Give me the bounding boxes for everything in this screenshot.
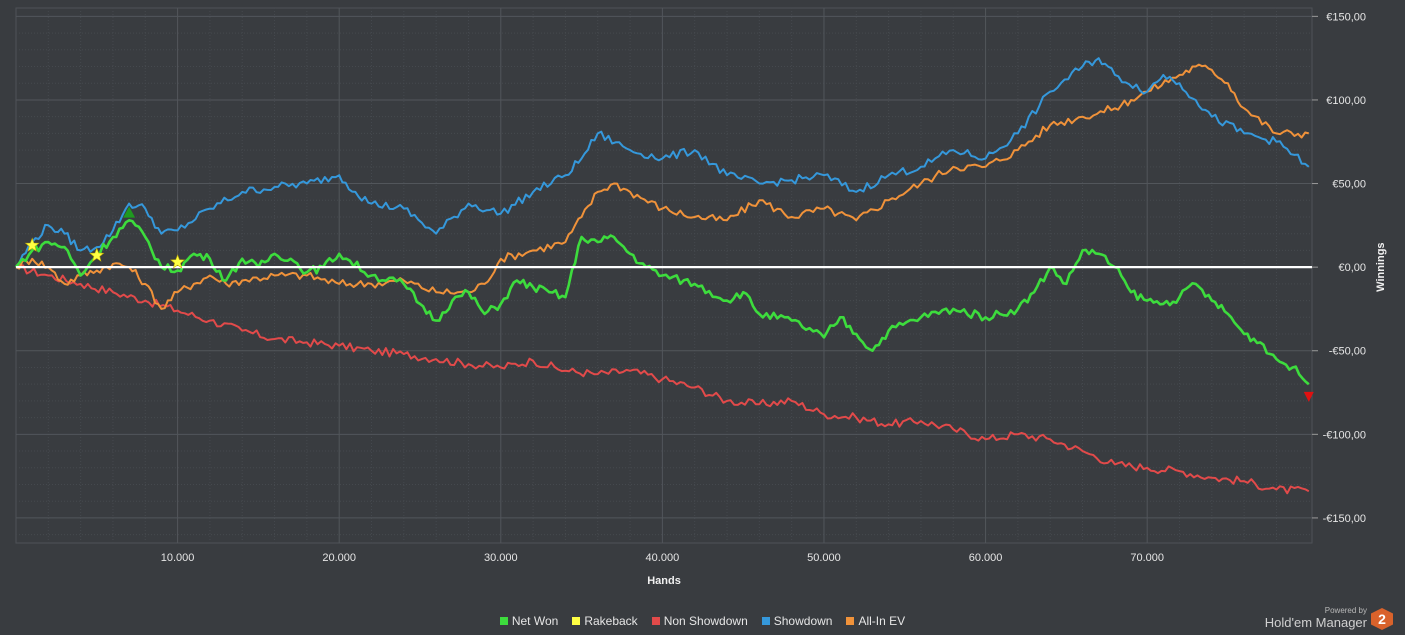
series-line-non-showdown <box>15 263 1310 495</box>
series-line-net-won <box>14 219 1310 386</box>
plot-frame <box>15 7 1313 544</box>
x-tick-label: 70.000 <box>1130 552 1164 564</box>
star-marker <box>89 247 105 262</box>
legend-label-all-in-ev: All-In EV <box>858 614 906 628</box>
triangle-down-marker <box>1303 391 1314 402</box>
legend-swatch-rakeback <box>572 617 581 625</box>
legend-item-all-in-ev[interactable]: All-In EV <box>846 614 905 628</box>
branding: Powered by Hold'em Manager 2 <box>1264 605 1393 630</box>
y-tick-label: -€50,00 <box>1329 346 1366 358</box>
legend-item-net-won[interactable]: Net Won <box>499 614 559 628</box>
x-tick-label: 40.000 <box>646 552 680 564</box>
branding-text: Powered by Hold'em Manager <box>1264 605 1367 630</box>
x-axis-title: Hands <box>647 575 681 587</box>
powered-by-label: Powered by <box>1324 605 1367 615</box>
y-tick-label: €150,00 <box>1326 11 1366 23</box>
series-line-all-in-ev <box>15 63 1310 310</box>
marker-layer <box>24 206 1314 402</box>
star-marker <box>170 254 186 269</box>
product-name: Hold'em Manager <box>1264 614 1367 630</box>
y-tick-label: -€150,00 <box>1323 513 1366 525</box>
series-line-showdown <box>15 57 1310 268</box>
y-tick-label: €50,00 <box>1332 179 1366 191</box>
tick-labels: 10.000 20.000 30.000 40.000 50.000 60.000 70.0… <box>161 11 1366 564</box>
hem2-logo-icon: 2 <box>1371 608 1393 630</box>
x-tick-label: 30.000 <box>484 552 518 564</box>
legend-label-showdown: Showdown <box>773 614 833 628</box>
y-tick-label: €0,00 <box>1338 262 1366 274</box>
legend: Net Won Rakeback Non Showdown Showdown A… <box>0 614 1405 628</box>
legend-item-rakeback[interactable]: Rakeback <box>572 614 638 628</box>
star-marker <box>24 237 40 252</box>
legend-label-non-showdown: Non Showdown <box>663 614 748 628</box>
x-tick-label: 20.000 <box>322 552 356 564</box>
series-layer <box>14 57 1312 495</box>
y-tick-label: -€100,00 <box>1323 429 1366 441</box>
legend-label-net-won: Net Won <box>511 614 559 628</box>
legend-label-rakeback: Rakeback <box>584 614 638 628</box>
legend-swatch-all-in-ev <box>846 617 855 625</box>
x-tick-label: 10.000 <box>161 552 195 564</box>
triangle-up-marker <box>123 206 136 218</box>
y-tick-label: €100,00 <box>1326 95 1366 107</box>
legend-swatch-showdown <box>761 617 770 625</box>
legend-item-non-showdown[interactable]: Non Showdown <box>651 614 748 628</box>
x-tick-label: 60.000 <box>969 552 1003 564</box>
legend-item-showdown[interactable]: Showdown <box>761 614 833 628</box>
grid <box>15 7 1318 544</box>
legend-swatch-non-showdown <box>651 617 660 625</box>
x-tick-label: 50.000 <box>807 552 841 564</box>
y-axis-title: Winnings <box>1375 242 1387 291</box>
legend-swatch-net-won <box>499 617 508 625</box>
